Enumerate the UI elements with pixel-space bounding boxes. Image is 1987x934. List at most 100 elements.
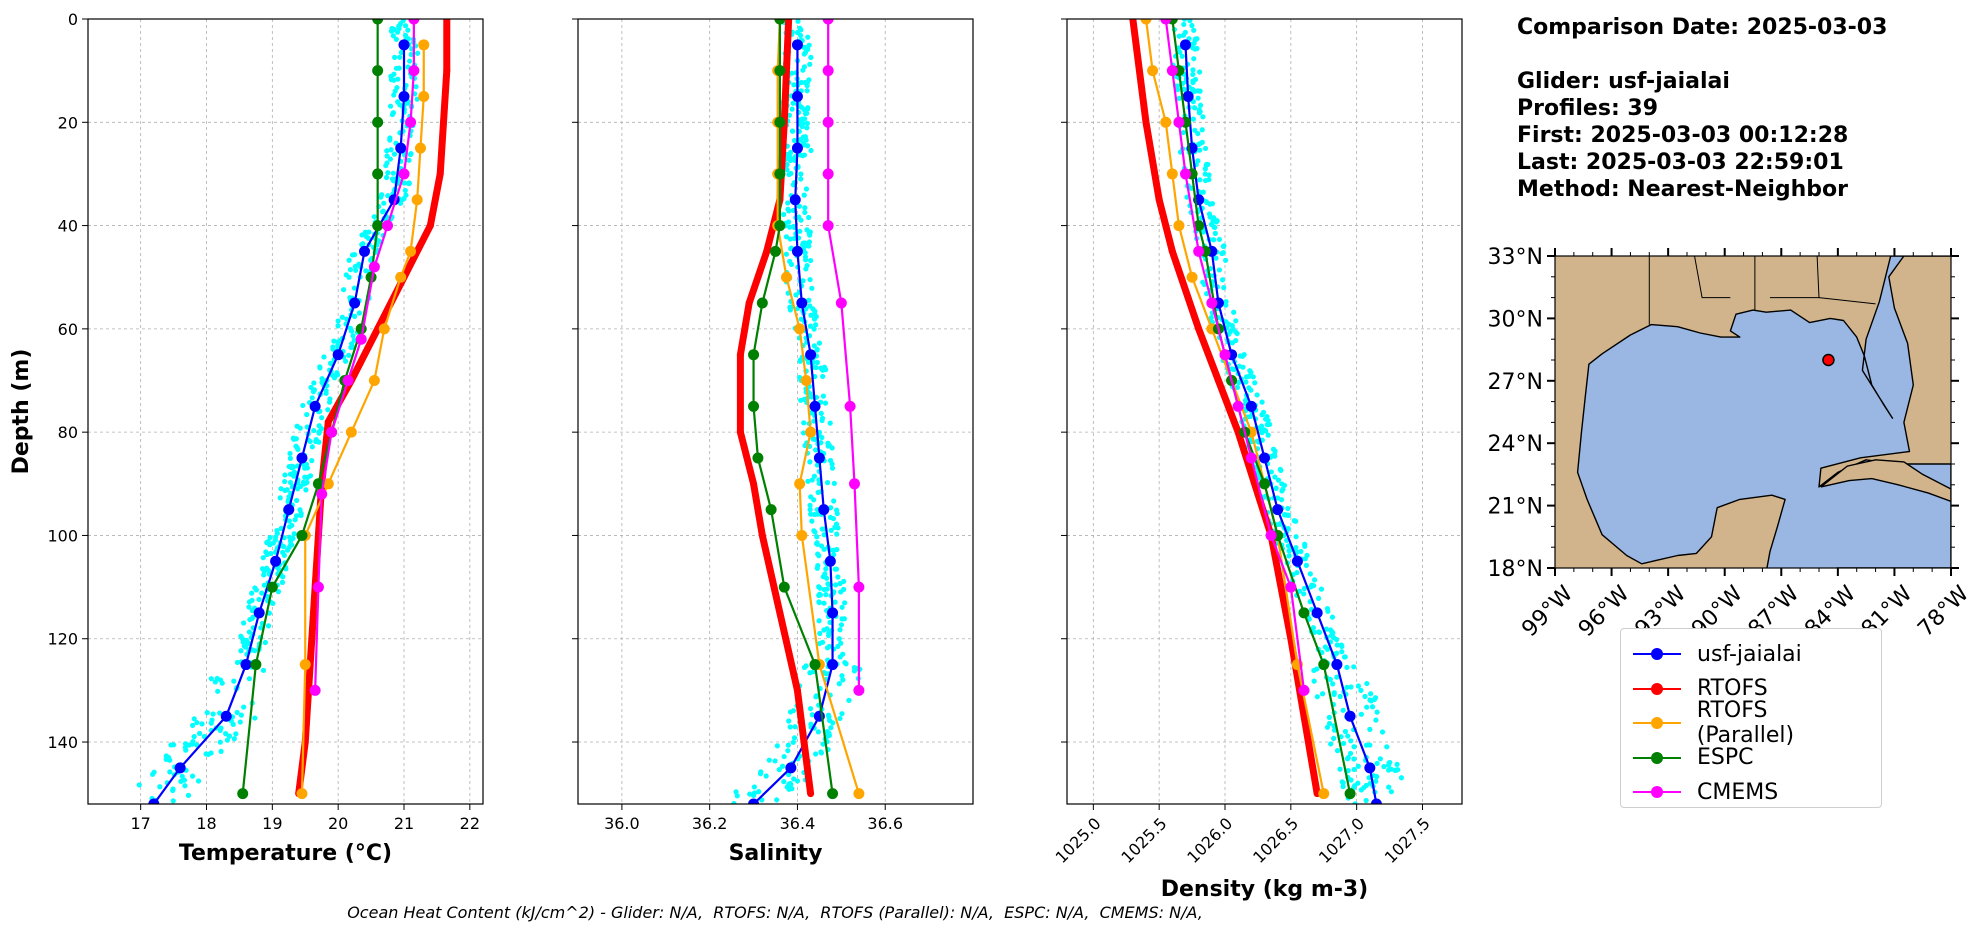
obs-point [827,619,833,626]
obs-point [1259,412,1265,418]
series-point [1180,168,1191,180]
obs-point [833,582,839,588]
obs-point [1176,95,1182,101]
obs-point [335,323,341,329]
obs-point [813,313,819,320]
series-point [237,788,249,800]
series-point [414,142,426,154]
obs-point [1180,129,1186,136]
obs-point [1369,704,1376,710]
obs-point [831,552,837,558]
obs-point [1200,189,1206,195]
obs-point [387,135,393,141]
obs-point [1329,614,1336,620]
obs-point [1199,127,1205,133]
series-point [1193,245,1205,257]
obs-point [1339,649,1345,655]
series-point [405,245,417,257]
comparison-date: Comparison Date: 2025-03-03 [1517,15,1888,40]
profile-count: Profiles: 39 [1517,96,1659,121]
obs-point [262,639,268,646]
obs-point [1368,691,1374,697]
obs-point [1293,534,1299,540]
obs-point [390,33,396,39]
obs-point [789,106,795,112]
x-tick-label: 1025.5 [1117,814,1170,867]
series-point [408,65,420,77]
series-point [774,168,786,180]
obs-point [1377,756,1383,762]
obs-point [802,111,809,117]
obs-point [1307,571,1313,577]
obs-point [1197,69,1203,75]
legend-item: CMEMS [1631,775,1871,810]
obs-point [807,705,814,712]
obs-point [189,741,195,747]
obs-point [238,633,244,639]
series-point [382,220,394,232]
obs-point [388,147,394,153]
lat-tick-label: 21°N [1488,495,1543,520]
obs-point [812,447,819,453]
obs-point [291,531,297,537]
obs-point [1203,198,1209,205]
obs-point [786,208,792,214]
series-point [1180,39,1191,51]
obs-point [797,117,803,123]
obs-point [318,425,325,432]
obs-point [309,444,315,450]
series-point [283,504,295,516]
series-point [748,400,760,412]
obs-point [804,88,810,94]
obs-point [1247,368,1253,374]
obs-point [204,710,210,716]
series-point [1259,478,1270,490]
obs-point [820,741,826,747]
obs-point [359,242,365,248]
obs-point [813,322,819,328]
obs-point [800,140,806,146]
obs-point [1326,720,1333,727]
obs-point [1351,664,1357,670]
series-point [355,323,367,335]
obs-point [808,54,814,60]
obs-point [823,592,829,598]
obs-point [265,623,272,629]
obs-point [293,513,300,519]
series-point [752,452,764,464]
series-point [1291,555,1303,567]
obs-point [234,709,240,716]
obs-point [241,643,247,649]
series-point [372,220,384,232]
obs-point [1285,512,1291,518]
obs-point [1254,438,1260,444]
obs-point [1197,177,1203,183]
obs-point [388,73,394,79]
obs-point [1302,556,1308,562]
obs-point [798,27,804,33]
obs-point [378,194,384,200]
obs-point [1386,784,1392,790]
legend-label: CMEMS [1697,779,1779,805]
obs-point [1351,783,1358,789]
series-point [296,788,308,800]
obs-point [1301,591,1307,597]
obs-point [805,106,811,112]
obs-point [397,54,403,60]
obs-point [380,208,386,214]
obs-point [1340,780,1346,786]
obs-point [1190,71,1196,78]
obs-point [839,711,845,717]
obs-point [807,502,813,508]
obs-point [282,472,288,478]
obs-point [1286,548,1292,554]
obs-point [807,507,813,513]
obs-point [1202,145,1209,152]
obs-point [1368,698,1374,704]
obs-point [1241,352,1247,358]
obs-point [1190,99,1196,105]
obs-point [384,148,390,154]
obs-point [167,769,173,775]
obs-point [816,618,822,624]
obs-point [1355,683,1362,689]
